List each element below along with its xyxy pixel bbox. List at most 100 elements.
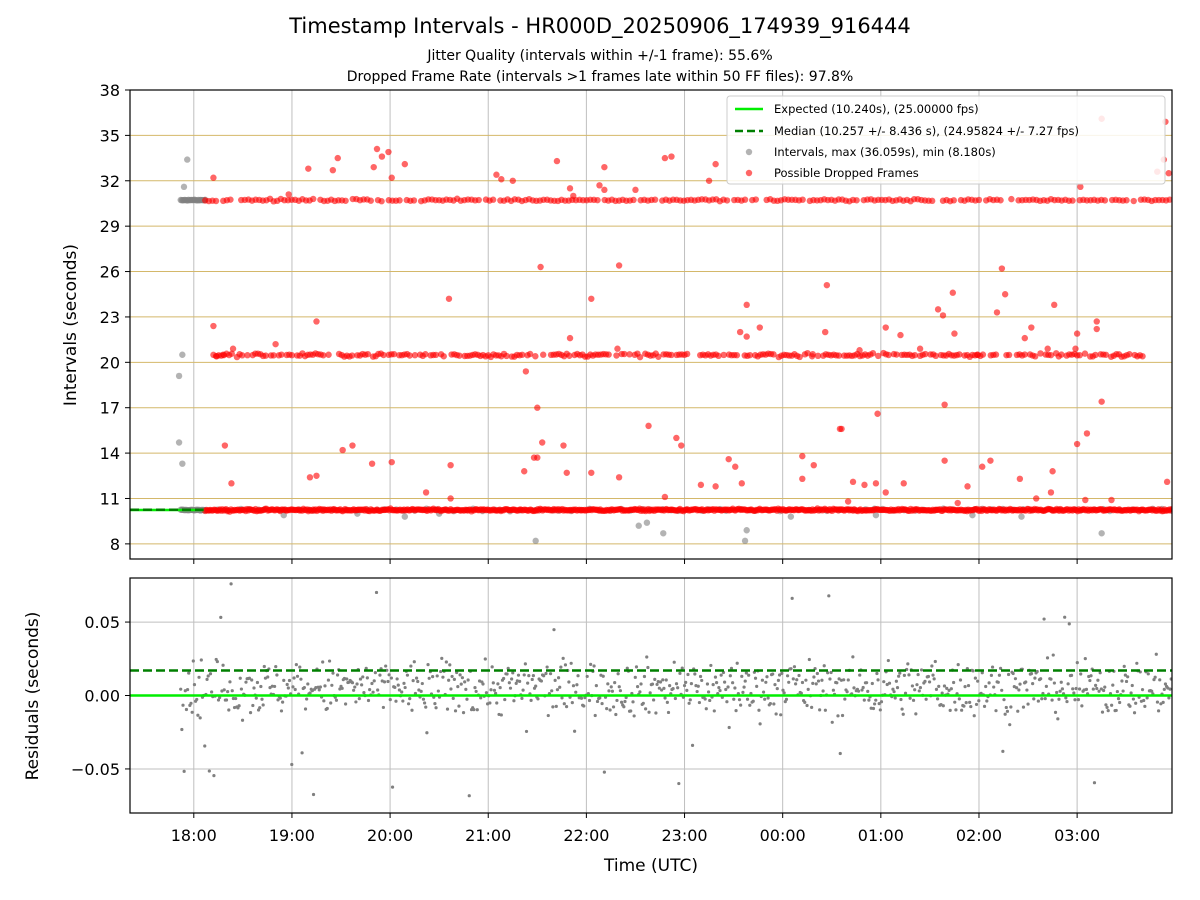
residual-point [390, 785, 395, 789]
residual-point [877, 702, 881, 706]
residual-point [831, 688, 835, 692]
residual-point [704, 707, 708, 711]
residual-point [244, 680, 248, 684]
residual-point [474, 689, 478, 694]
residual-point [1130, 683, 1134, 688]
dropped-frame-point [588, 469, 595, 476]
dropped-frame-point [954, 499, 961, 507]
dropped-frame-point [1077, 183, 1084, 191]
residual-point [215, 659, 219, 664]
residual-point [1142, 698, 1146, 703]
residual-point [426, 663, 430, 667]
residual-point [869, 706, 873, 710]
residual-point [205, 677, 209, 681]
dropped-frame-point [493, 171, 500, 178]
dropped-frame-point [874, 410, 881, 417]
residual-point [996, 680, 1000, 684]
dropped-frame-point [1166, 196, 1172, 203]
residual-point [409, 664, 413, 668]
residual-point [598, 696, 602, 700]
residual-point [573, 729, 577, 733]
residual-point [682, 683, 687, 688]
residual-point [419, 689, 423, 693]
residual-point [385, 668, 389, 672]
dropped-frame-point [605, 351, 612, 358]
dropped-frame-point [1044, 345, 1051, 352]
residual-point [1029, 672, 1034, 676]
residuals-y-axis-label: Residuals (seconds) [23, 612, 43, 781]
dropped-frame-point [522, 368, 530, 375]
residual-point [273, 684, 277, 689]
residual-point [589, 662, 593, 666]
residual-point [329, 701, 333, 705]
dropped-frame-point [956, 351, 963, 358]
residual-point [713, 675, 718, 679]
residual-point [275, 673, 279, 677]
residual-point [195, 697, 199, 702]
residual-point [1075, 661, 1079, 665]
residual-point [949, 687, 953, 691]
dropped-frame-point [305, 165, 312, 172]
residual-point [1008, 723, 1012, 727]
residual-point [791, 677, 795, 681]
x-tick-label: 21:00 [465, 826, 511, 845]
dropped-frame-point [1001, 291, 1009, 298]
residual-point [755, 684, 759, 688]
residual-point [757, 708, 761, 712]
x-tick-label: 01:00 [858, 826, 904, 845]
residual-point [234, 696, 238, 701]
residual-point [764, 680, 768, 684]
residual-point [1073, 698, 1077, 702]
x-tick-label: 00:00 [760, 826, 806, 845]
dropped-frame-point [1101, 197, 1109, 204]
residual-point [502, 676, 506, 681]
residual-point [534, 684, 538, 688]
residual-point [617, 685, 621, 689]
residual-point [761, 690, 766, 694]
residual-point [1060, 687, 1065, 691]
residual-point [559, 665, 563, 669]
residual-point [310, 689, 314, 693]
residual-point [664, 678, 668, 682]
residual-point [1031, 682, 1035, 686]
residual-point [1065, 699, 1069, 704]
dropped-frame-point [900, 480, 907, 487]
residual-point [989, 673, 994, 677]
residual-point [1145, 696, 1149, 700]
residual-point [539, 679, 544, 683]
dropped-frame-point [823, 281, 831, 289]
dropped-frame-point [1047, 489, 1055, 496]
residual-point [1146, 672, 1150, 676]
dropped-frame-point [594, 196, 601, 204]
residual-point [389, 676, 393, 680]
residual-point [521, 688, 525, 692]
dropped-frame-point [1073, 330, 1081, 337]
residual-point [1077, 687, 1082, 691]
dropped-frame-point [1032, 353, 1039, 360]
dropped-frame-point [313, 472, 320, 479]
dropped-frame-point [715, 352, 722, 360]
residual-point [979, 691, 983, 695]
residual-point [639, 682, 643, 686]
legend-label: Possible Dropped Frames [774, 166, 919, 180]
residual-point [901, 712, 905, 716]
residual-point [926, 674, 931, 679]
residual-point [376, 688, 380, 692]
residual-point [803, 700, 807, 704]
dropped-frame-rate-subtitle: Dropped Frame Rate (intervals >1 frames … [346, 69, 854, 85]
residual-point [522, 673, 526, 677]
dropped-frame-point [799, 196, 806, 203]
interval-point [179, 351, 186, 358]
dropped-frame-point [615, 262, 623, 269]
dropped-frame-point [422, 351, 429, 358]
residual-point [744, 671, 748, 675]
dropped-frame-point [390, 350, 398, 358]
dropped-frame-point [992, 351, 1000, 358]
residual-point [910, 684, 914, 688]
residual-point [493, 691, 498, 695]
residual-point [388, 698, 392, 702]
dropped-frame-point [566, 352, 573, 359]
residual-point [1097, 689, 1101, 693]
residual-point [1099, 687, 1103, 691]
residual-point [680, 666, 684, 670]
